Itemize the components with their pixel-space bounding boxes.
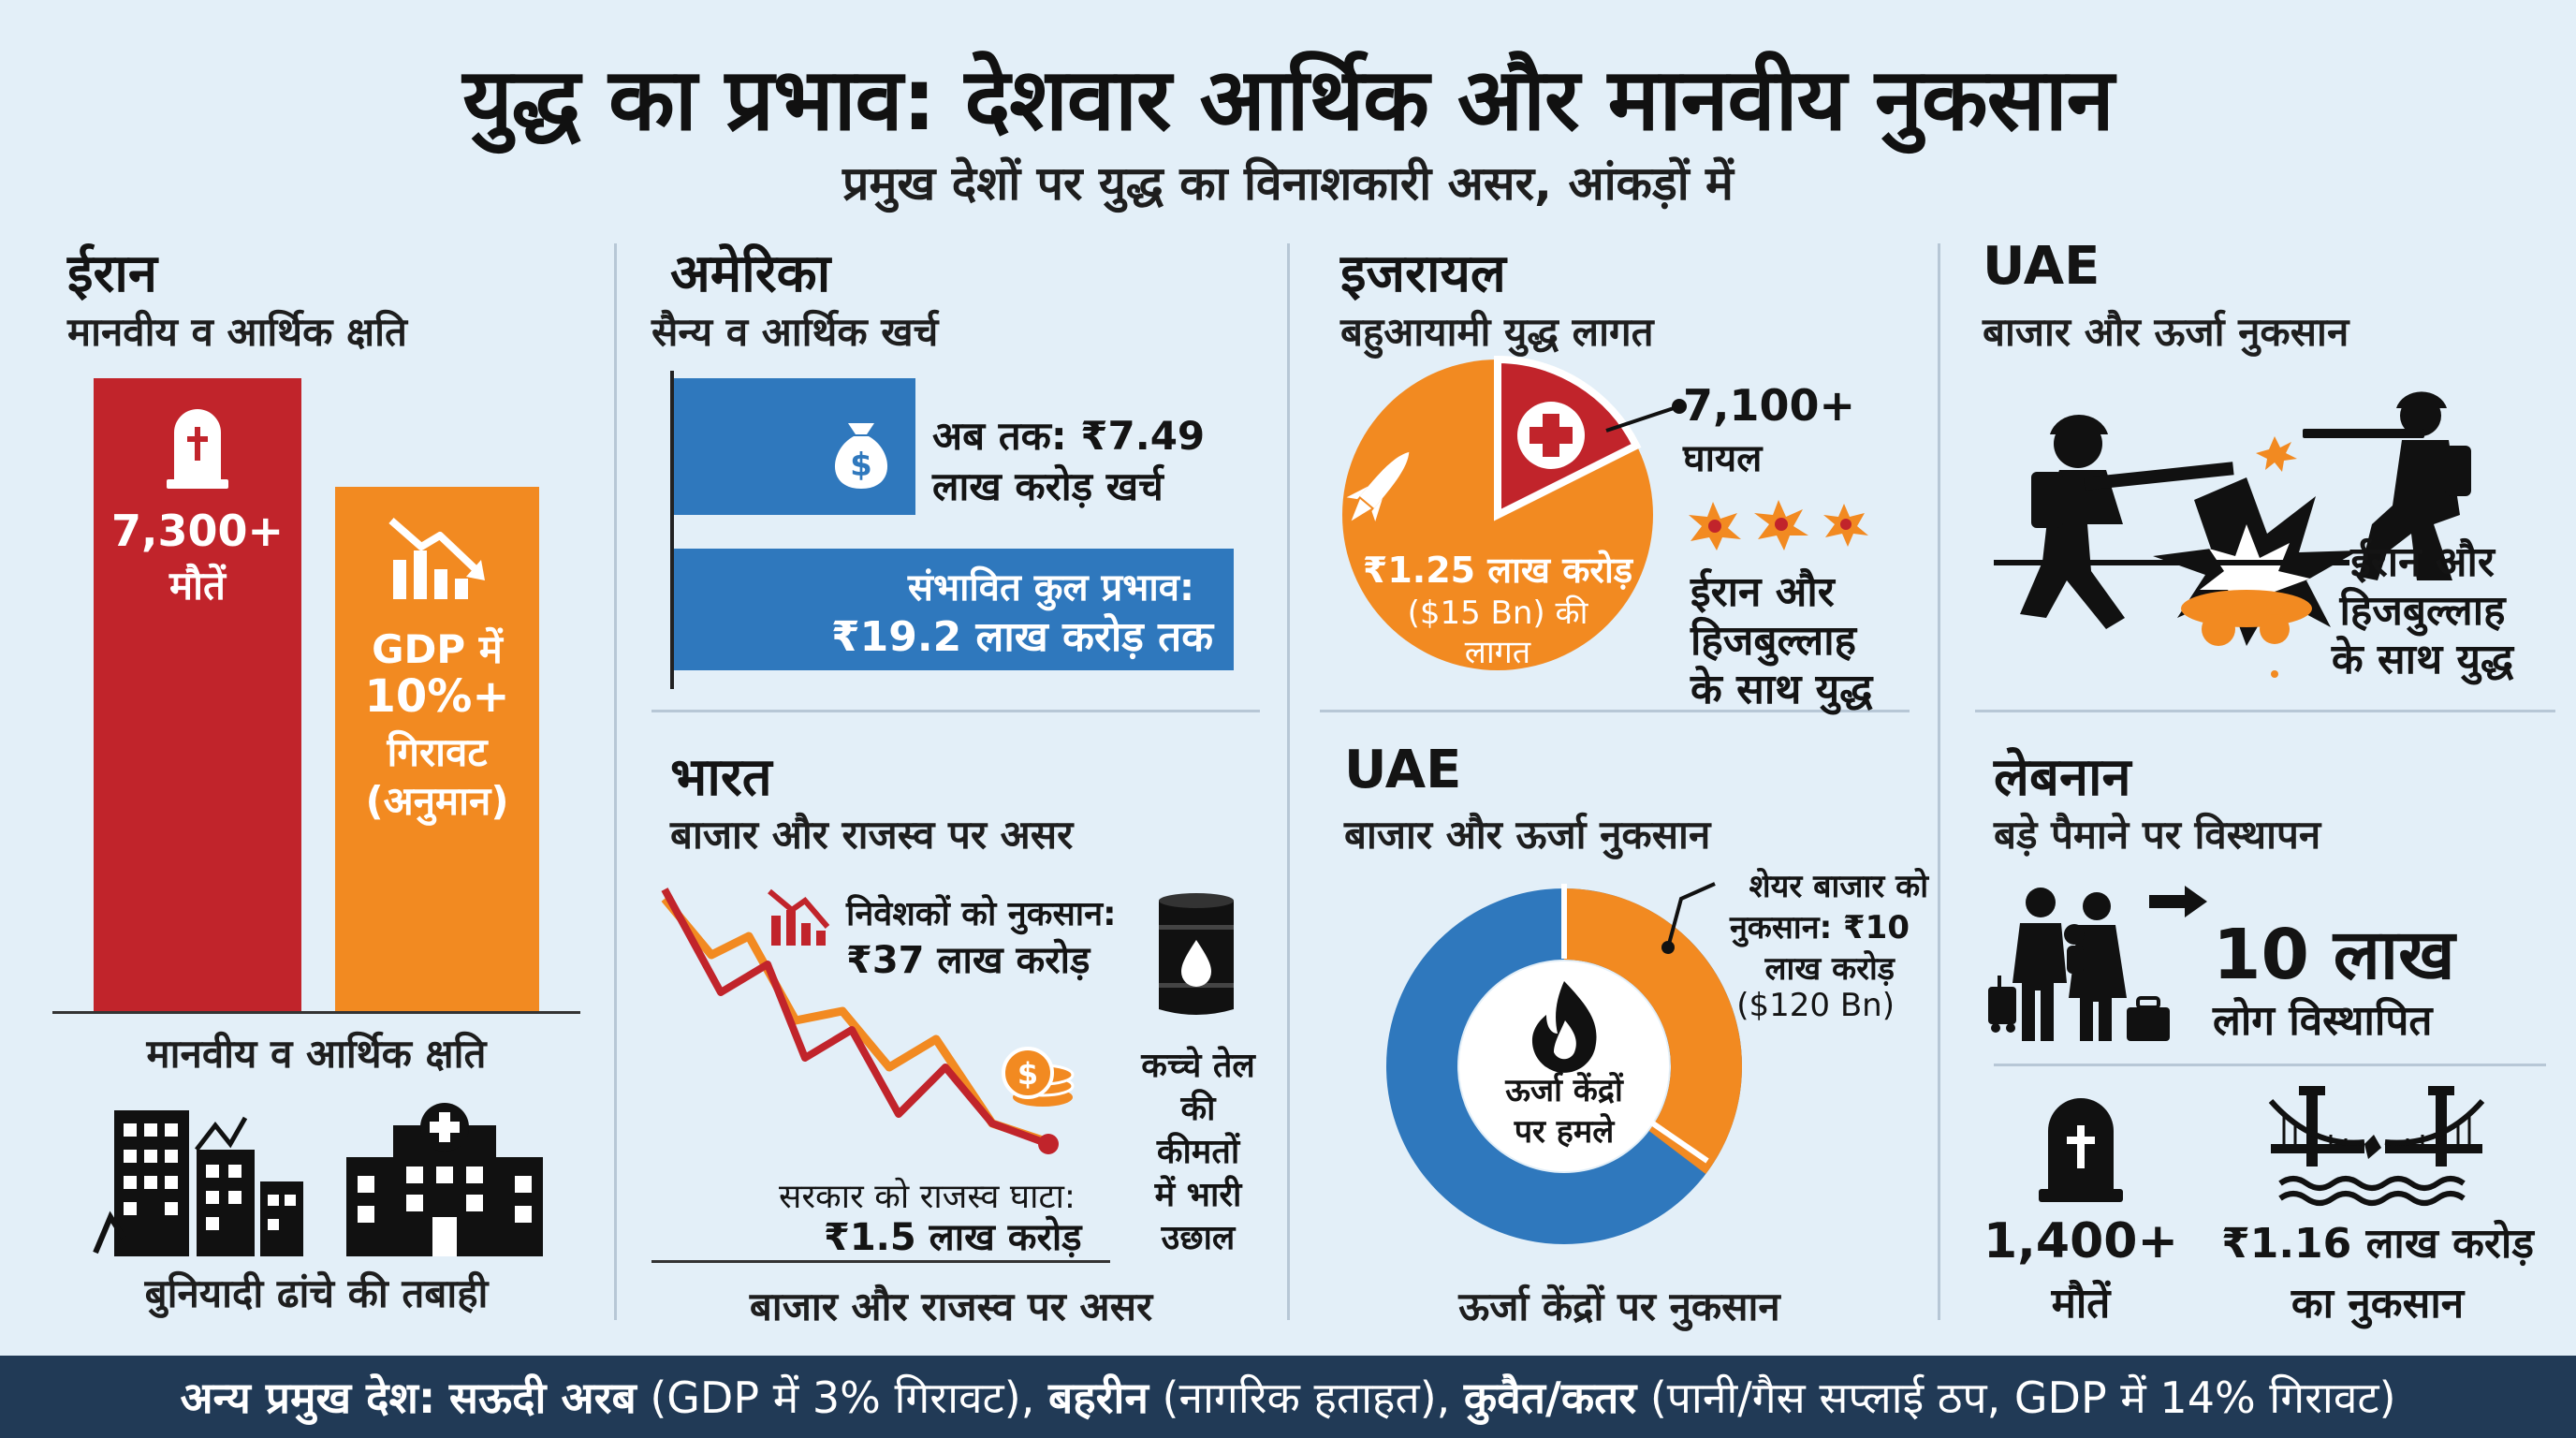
- uae-share-line3: लाख करोड़: [1764, 950, 1895, 988]
- israel-war-line1: ईरान और: [1690, 568, 1835, 616]
- share-pointer: [1661, 882, 1716, 954]
- divider-v2: [1287, 243, 1290, 1320]
- india-subtitle: बाजार और राजस्व पर असर: [670, 812, 1074, 858]
- lebanon-displaced-label: लोग विस्थापित: [2213, 997, 2433, 1045]
- iran-infra-label: बुनियादी ढांचे की तबाही: [144, 1270, 489, 1316]
- uae-bottom-title: UAE: [1344, 740, 1462, 800]
- declining-chart-icon: [388, 517, 485, 599]
- uae-top-war-line3: के साथ युद्ध: [2331, 636, 2514, 683]
- lebanon-displaced-value: 10 लाख: [2213, 915, 2455, 995]
- iran-baseline-label: मानवीय व आर्थिक क्षति: [146, 1031, 487, 1077]
- india-revenue-line2: ₹1.5 लाख करोड़: [824, 1216, 1082, 1259]
- footer-bar: अन्य प्रमुख देश: सऊदी अरब (GDP में 3% गि…: [0, 1356, 2576, 1438]
- usa-spent-line1: अब तक: ₹7.49: [932, 413, 1206, 459]
- explosion-icon: [1689, 500, 1868, 550]
- uae-center-line2: पर हमले: [1514, 1113, 1615, 1151]
- footer-country-3: कुवैत/कतर (पानी/गैस सप्लाई ठप, GDP में 1…: [1463, 1372, 2396, 1423]
- israel-injured-label: घायल: [1683, 437, 1763, 480]
- iran-subtitle: मानवीय व आर्थिक क्षति: [67, 309, 407, 355]
- israel-cost-line1: ₹1.25 लाख करोड़: [1362, 550, 1633, 591]
- money-bag-icon: $: [834, 423, 888, 489]
- footer-country-2: बहरीन (नागरिक हताहत),: [1047, 1372, 1451, 1423]
- divider-h-usa: [651, 710, 1260, 712]
- iran-gdp-line1: GDP में: [372, 626, 503, 672]
- lebanon-loss-value: ₹1.16 लाख करोड़: [2221, 1220, 2534, 1268]
- uae-energy-donut: [1386, 884, 1742, 1244]
- divider-h-uae: [1975, 710, 2555, 712]
- uae-share-line2: नुकसान: ₹10: [1729, 909, 1910, 946]
- lebanon-deaths-label: मौतें: [2051, 1280, 2111, 1328]
- iran-gdp-line4: (अनुमान): [365, 778, 509, 824]
- uae-bottom-subtitle: बाजार और ऊर्जा नुकसान: [1344, 812, 1711, 858]
- usa-spent-line2: लाख करोड़ खर्च: [932, 463, 1164, 509]
- svg-text:$: $: [1017, 1056, 1038, 1092]
- iran-title: ईरान: [67, 243, 157, 304]
- injured-pointer: [1605, 399, 1687, 433]
- buildings-icon: [93, 1110, 303, 1256]
- family-icon: [1988, 886, 2207, 1041]
- usa-subtitle: सैन्य व आर्थिक खर्च: [651, 309, 939, 355]
- medical-cross-icon: [1517, 402, 1585, 469]
- footer-country-1: सऊदी अरब (GDP में 3% गिरावट),: [448, 1372, 1035, 1423]
- israel-cost-line3: लागत: [1464, 634, 1531, 671]
- uae-bottom-label: ऊर्जा केंद्रों पर नुकसान: [1458, 1284, 1780, 1329]
- lebanon-loss-label: का नुकसान: [2291, 1280, 2465, 1328]
- india-oil-line4: में भारी: [1154, 1176, 1242, 1214]
- hospital-icon: [346, 1103, 543, 1256]
- india-declining-chart-icon: [768, 888, 830, 946]
- india-oil-line5: उछाल: [1161, 1219, 1236, 1257]
- lebanon-divider: [1994, 1064, 2546, 1066]
- india-investor-line1: निवेशकों को नुकसान:: [846, 895, 1117, 933]
- israel-subtitle: बहुआयामी युद्ध लागत: [1340, 309, 1654, 355]
- page-subtitle: प्रमुख देशों पर युद्ध का विनाशकारी असर, …: [842, 156, 1734, 211]
- soldier-icon: [1994, 391, 2471, 678]
- divider-v3: [1938, 243, 1940, 1320]
- iran-baseline: [52, 1011, 580, 1014]
- coins-icon: $: [1002, 1047, 1075, 1107]
- india-title: भारत: [670, 747, 772, 808]
- india-bottom-label: बाजार और राजस्व पर असर: [749, 1284, 1153, 1329]
- iran-gdp-line3: गिरावट: [387, 729, 488, 775]
- tombstone-icon: [167, 409, 228, 489]
- iran-gdp-line2: 10%+: [364, 670, 510, 723]
- india-oil-line1: कच्चे तेल: [1141, 1047, 1255, 1085]
- usa-title: अमेरिका: [670, 243, 831, 304]
- uae-center-line1: ऊर्जा केंद्रों: [1505, 1072, 1623, 1109]
- footer-lead: अन्य प्रमुख देश:: [180, 1372, 436, 1423]
- india-revenue-line1: सरकार को राजस्व घाटा:: [779, 1178, 1076, 1216]
- oil-barrel-icon: [1159, 893, 1234, 1015]
- usa-axis: [670, 371, 674, 689]
- lebanon-deaths-value: 1,400+: [1983, 1213, 2179, 1269]
- divider-h-israel: [1320, 710, 1910, 712]
- divider-v1: [614, 243, 617, 1320]
- usa-impact-line1: संभावित कुल प्रभाव:: [907, 566, 1194, 609]
- india-oil-line3: कीमतों: [1156, 1133, 1240, 1171]
- israel-war-line2: हिजबुल्लाह: [1690, 617, 1856, 665]
- usa-impact-line2: ₹19.2 लाख करोड़ तक: [831, 613, 1213, 661]
- israel-title: इजरायल: [1340, 243, 1506, 304]
- uae-top-title: UAE: [1983, 236, 2100, 297]
- uae-top-war-line1: ईरान और: [2350, 538, 2495, 586]
- usa-impact-bar: [674, 549, 1234, 670]
- page-title: युद्ध का प्रभाव: देशवार आर्थिक और मानवीय…: [462, 50, 2114, 150]
- uae-share-line4: ($120 Bn): [1736, 987, 1895, 1024]
- india-investor-line2: ₹37 लाख करोड़: [846, 939, 1090, 982]
- uae-top-subtitle: बाजार और ऊर्जा नुकसान: [1983, 309, 2349, 355]
- lebanon-title: लेबनान: [1994, 747, 2131, 808]
- india-decline-chart: [661, 888, 1059, 1154]
- svg-text:$: $: [850, 447, 872, 484]
- iran-deaths-value: 7,300+: [110, 506, 285, 556]
- israel-injured-value: 7,100+: [1683, 380, 1856, 431]
- bridge-icon: [2268, 1086, 2485, 1206]
- israel-cost-line2: ($15 Bn) की: [1407, 594, 1588, 632]
- lebanon-subtitle: बड़े पैमाने पर विस्थापन: [1994, 812, 2321, 858]
- uae-top-war-line2: हिजबुल्लाह: [2339, 587, 2506, 635]
- iran-deaths-label: मौतें: [169, 563, 226, 609]
- lebanon-tombstone-icon: [2039, 1098, 2123, 1202]
- israel-war-line3: के साथ युद्ध: [1690, 666, 1873, 713]
- uae-share-line1: शेयर बाजार को: [1749, 868, 1929, 905]
- india-oil-line2: की: [1180, 1090, 1216, 1128]
- india-baseline: [651, 1260, 1110, 1263]
